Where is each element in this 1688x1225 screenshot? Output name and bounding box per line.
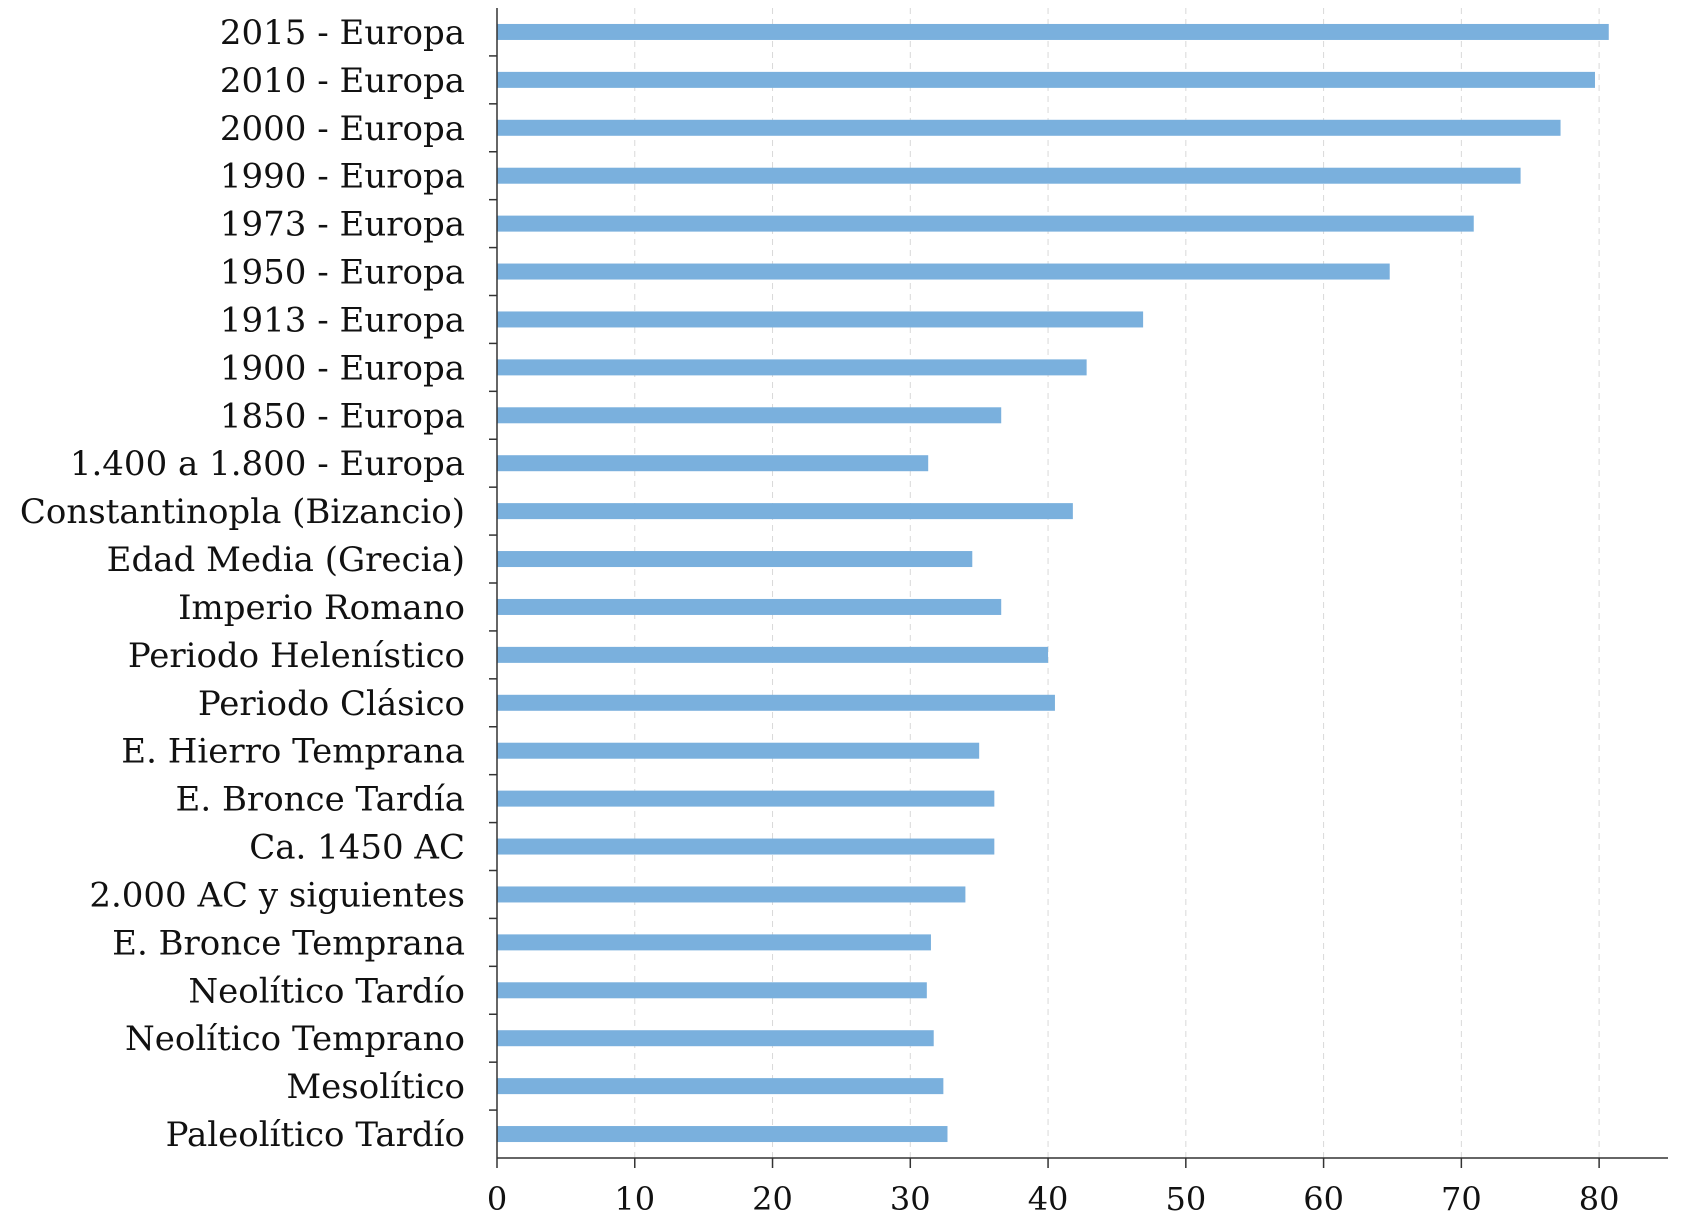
x-tick-label: 70 bbox=[1441, 1180, 1482, 1218]
bar bbox=[497, 23, 1609, 40]
x-tick-label: 20 bbox=[752, 1180, 793, 1218]
bar bbox=[497, 838, 995, 855]
bars bbox=[497, 23, 1609, 1143]
axes bbox=[489, 8, 1668, 1159]
category-label: 1973 - Europa bbox=[220, 205, 465, 245]
category-label: Neolítico Tardío bbox=[188, 971, 465, 1011]
x-tick-label: 10 bbox=[614, 1180, 655, 1218]
category-labels: 2015 - Europa 2010 - Europa 2000 - Europa 1… bbox=[20, 13, 465, 1155]
category-label: Edad Media (Grecia) bbox=[107, 540, 465, 580]
bar bbox=[497, 598, 1002, 615]
category-label: 2000 - Europa bbox=[220, 109, 465, 149]
category-label: 2015 - Europa bbox=[220, 13, 465, 53]
category-label: 1.400 a 1.800 - Europa bbox=[70, 444, 465, 484]
category-label: Periodo Clásico bbox=[198, 684, 465, 724]
category-label: Periodo Helenístico bbox=[128, 636, 465, 676]
bar bbox=[497, 311, 1144, 328]
bar bbox=[497, 646, 1049, 663]
x-tick-label: 40 bbox=[1028, 1180, 1069, 1218]
x-tick-label: 80 bbox=[1579, 1180, 1620, 1218]
bar bbox=[497, 694, 1055, 711]
category-label: 1900 - Europa bbox=[220, 348, 465, 388]
category-label: Ca. 1450 AC bbox=[249, 828, 465, 868]
bar bbox=[497, 407, 1002, 424]
category-label: 1950 - Europa bbox=[220, 253, 465, 293]
bar bbox=[497, 551, 973, 568]
x-axis-ticks: 0 10 20 30 40 50 60 70 80 bbox=[487, 1158, 1620, 1218]
category-label: Imperio Romano bbox=[178, 588, 465, 628]
bar bbox=[497, 742, 980, 759]
category-label: 1850 - Europa bbox=[220, 396, 465, 436]
x-tick-label: 30 bbox=[890, 1180, 931, 1218]
bar bbox=[497, 455, 929, 472]
bar bbox=[497, 934, 931, 951]
bar bbox=[497, 982, 927, 999]
grid-lines bbox=[634, 8, 1600, 1158]
bar bbox=[497, 263, 1390, 280]
category-label: 2.000 AC y siguientes bbox=[89, 875, 465, 915]
category-label: 1990 - Europa bbox=[220, 157, 465, 197]
bar bbox=[497, 503, 1073, 520]
category-label: E. Bronce Temprana bbox=[112, 923, 465, 963]
bar bbox=[497, 167, 1521, 184]
x-tick-label: 0 bbox=[487, 1180, 507, 1218]
x-tick-label: 60 bbox=[1303, 1180, 1344, 1218]
bar bbox=[497, 886, 966, 903]
category-label: Mesolítico bbox=[286, 1067, 465, 1107]
bar bbox=[497, 359, 1087, 376]
category-label: E. Hierro Temprana bbox=[121, 732, 465, 772]
bar bbox=[497, 119, 1561, 136]
bar bbox=[497, 1126, 948, 1143]
category-label: Constantinopla (Bizancio) bbox=[20, 492, 465, 532]
category-label: 2010 - Europa bbox=[220, 61, 465, 101]
x-tick-label: 50 bbox=[1165, 1180, 1206, 1218]
category-label: Neolítico Temprano bbox=[125, 1019, 465, 1059]
bar bbox=[497, 215, 1474, 232]
bar bbox=[497, 1078, 944, 1095]
category-label: E. Bronce Tardía bbox=[176, 780, 465, 820]
bar bbox=[497, 1030, 934, 1047]
bar bbox=[497, 790, 995, 807]
category-label: Paleolítico Tardío bbox=[166, 1115, 465, 1155]
category-label: 1913 - Europa bbox=[220, 300, 465, 340]
bar bbox=[497, 71, 1595, 88]
